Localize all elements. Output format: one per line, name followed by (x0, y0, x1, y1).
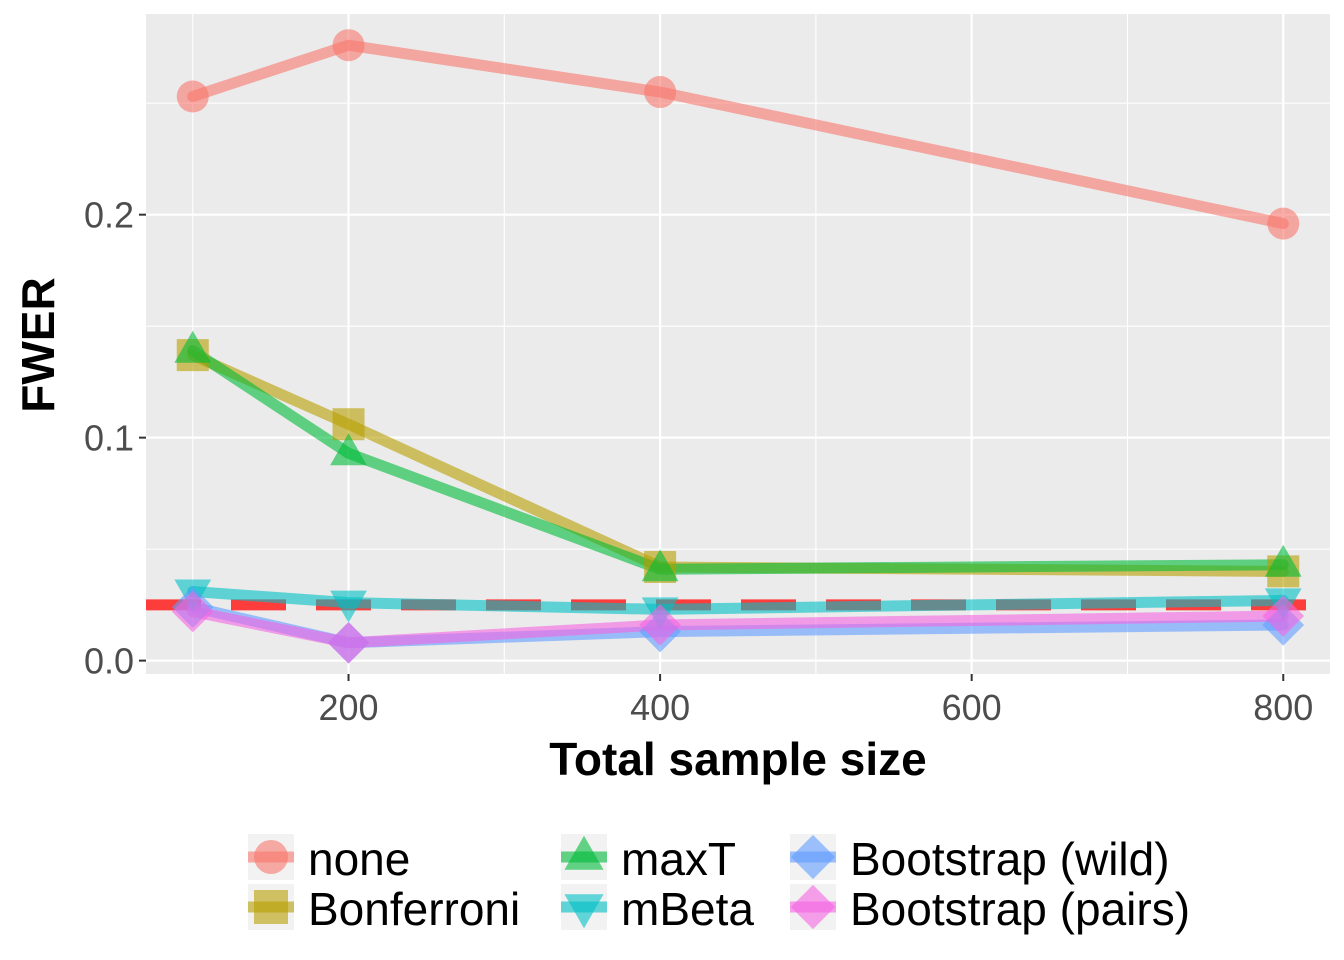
axis-ticks-group: 200 400 600 800 0.0 0.1 0.2 (84, 195, 1313, 728)
x-tick-label: 800 (1253, 687, 1313, 728)
data-point-bootstrap-pairs (327, 621, 370, 664)
data-point-none (1267, 207, 1300, 240)
legend-key-marker-bootstrap-wild (790, 834, 836, 880)
legend-key-marker-bootstrap-pairs (790, 884, 836, 930)
data-point-maxt (330, 433, 367, 466)
data-point-bootstrap-pairs (639, 604, 681, 646)
series-line-maxt (187, 345, 1289, 575)
legend-label-bootstrap-pairs: Bootstrap (pairs) (850, 883, 1190, 935)
x-tick-label: 200 (318, 687, 378, 728)
legend-key-marker-bonferroni (254, 890, 288, 924)
data-point-maxt (641, 549, 679, 582)
series-line-none (187, 39, 1289, 230)
legend-key-marker-maxt (564, 835, 604, 870)
data-point-none (176, 80, 209, 113)
data-point-maxt (1264, 544, 1302, 577)
data-point-bootstrap-pairs (1262, 595, 1305, 637)
legend-key-marker-mbeta (564, 894, 604, 929)
data-point-bonferroni (332, 408, 365, 441)
data-point-bootstrap-pairs (171, 590, 214, 633)
legend-label-bonferroni: Bonferroni (308, 883, 520, 935)
y-tick-label: 0.2 (84, 195, 134, 236)
series-line-bootstrap-pairs (187, 606, 1289, 649)
data-point-none (332, 29, 365, 62)
legend-label-none: none (308, 833, 410, 885)
data-point-none (644, 76, 677, 109)
legend-label-bootstrap-wild: Bootstrap (wild) (850, 833, 1170, 885)
data-point-maxt (174, 330, 212, 363)
x-axis-title: Total sample size (549, 733, 927, 785)
legend-key-marker-none (254, 840, 288, 874)
x-tick-label: 600 (942, 687, 1002, 728)
y-tick-label: 0.0 (84, 641, 134, 682)
x-tick-label: 400 (630, 687, 690, 728)
y-tick-label: 0.1 (84, 418, 134, 459)
legend-label-mbeta: mBeta (621, 883, 754, 935)
legend-label-maxt: maxT (621, 833, 736, 885)
y-axis-title: FWER (12, 277, 64, 412)
series-line-mbeta (187, 586, 1289, 615)
series-lines-group (187, 39, 1289, 649)
data-point-mbeta (330, 590, 367, 623)
series-markers-group (171, 29, 1305, 664)
